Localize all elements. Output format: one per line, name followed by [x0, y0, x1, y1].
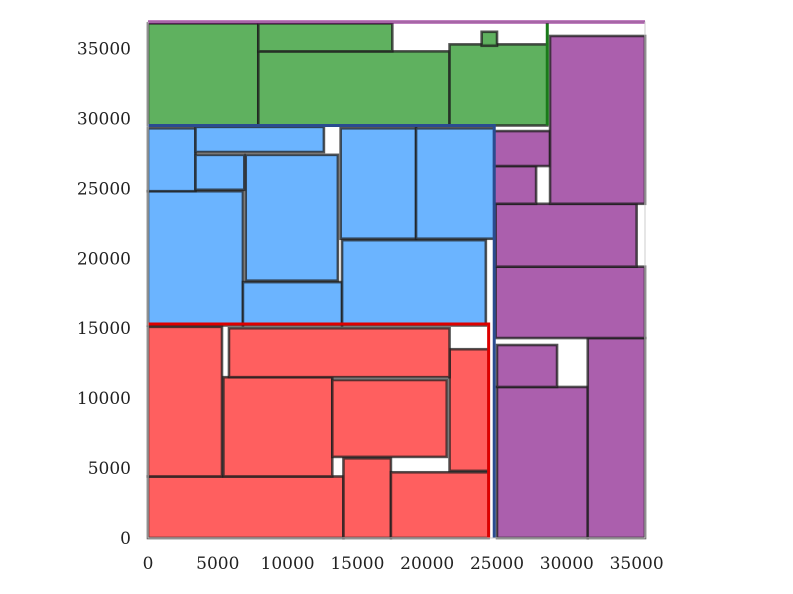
y-tick-label: 15000	[77, 319, 131, 339]
purple-rectangle-29	[492, 129, 552, 168]
y-tick-label: 25000	[77, 179, 131, 199]
y-tick-label: 35000	[77, 40, 131, 60]
purple-rectangle-26	[494, 265, 647, 340]
y-tick-label: 0	[120, 529, 131, 549]
purple-rectangle-28	[492, 164, 538, 206]
y-tick-label: 5000	[88, 459, 131, 479]
x-tick-label: 35000	[610, 554, 664, 574]
red-rectangle-3	[389, 470, 490, 540]
x-tick-label: 15000	[330, 554, 384, 574]
blue-rectangle-14	[414, 126, 496, 241]
y-tick-label: 10000	[77, 389, 131, 409]
red-rectangle-6	[448, 347, 490, 473]
blue-rectangle-13	[339, 126, 418, 241]
x-tick-label: 25000	[470, 554, 524, 574]
red-rectangle-1	[146, 475, 345, 540]
green-rectangle-18	[146, 22, 260, 127]
blue-rectangle-10	[241, 280, 344, 327]
red-rectangle-7	[146, 325, 224, 478]
x-tick-label: 30000	[540, 554, 594, 574]
purple-rectangle-23	[495, 385, 590, 540]
blue-rectangle-15	[146, 126, 197, 193]
y-axis-tick-labels: 0 5000 10000 15000 20000 25000 30000 35000	[77, 40, 131, 549]
purple-rectangle-27	[494, 202, 638, 269]
red-rectangle-2	[342, 456, 393, 540]
green-rectangle-19	[256, 50, 451, 127]
purple-rectangle-24	[586, 336, 647, 540]
red-rectangle-8	[227, 326, 451, 379]
x-tick-label: 5000	[196, 554, 239, 574]
green-rectangle-21	[256, 22, 394, 53]
blue-rectangle-16	[194, 153, 246, 192]
purple-rectangle-25	[495, 343, 559, 389]
red-boundary-line	[148, 322, 491, 538]
red-rectangle-4	[222, 375, 334, 478]
blue-boundary-line	[148, 123, 496, 538]
x-axis-tick-labels: 0 5000 10000 15000 20000 25000 30000 35000	[143, 554, 664, 574]
red-rectangle-5	[330, 378, 449, 459]
purple-rectangle-30	[548, 34, 647, 206]
blue-rectangle-12	[244, 153, 340, 282]
green-rectangle-22	[480, 30, 499, 48]
y-tick-label: 30000	[77, 109, 131, 129]
x-tick-label: 10000	[261, 554, 315, 574]
blue-rectangle-17	[194, 125, 326, 154]
green-rectangle-20	[448, 43, 549, 127]
y-tick-label: 20000	[77, 249, 131, 269]
x-tick-label: 20000	[400, 554, 454, 574]
plot-area-frame	[147, 21, 646, 539]
blue-rectangle-11	[340, 238, 488, 327]
blue-rectangle-9	[146, 189, 245, 327]
packed-rectangles	[146, 22, 647, 540]
x-tick-label: 0	[143, 554, 154, 574]
